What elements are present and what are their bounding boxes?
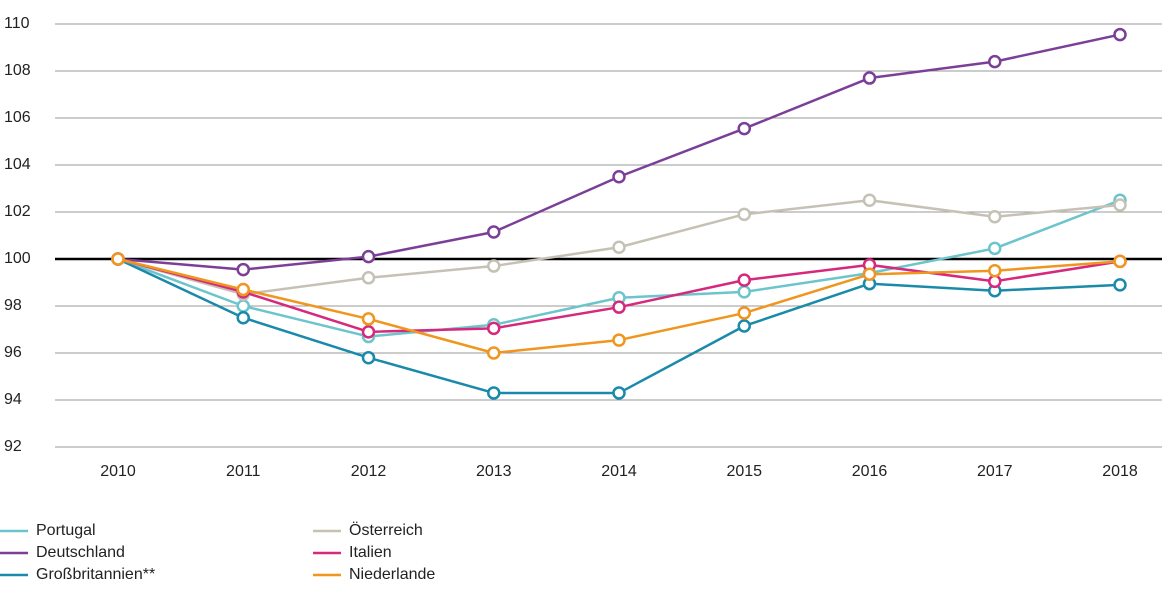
- data-point: [487, 225, 501, 239]
- y-tick-label: 96: [4, 344, 22, 361]
- data-point: [612, 333, 626, 347]
- x-tick-label: 2010: [100, 463, 136, 480]
- x-tick-label: 2015: [726, 463, 762, 480]
- data-point: [236, 262, 250, 277]
- data-point: [612, 386, 626, 400]
- data-point: [361, 350, 376, 365]
- data-point: [1113, 254, 1127, 269]
- data-point: [236, 282, 250, 297]
- data-point: [737, 273, 751, 287]
- data-point: [1113, 198, 1127, 212]
- x-tick-label: 2018: [1102, 463, 1138, 480]
- data-point: [988, 264, 1002, 278]
- legend-label: Niederlande: [349, 566, 435, 583]
- y-tick-label: 98: [4, 297, 22, 314]
- x-tick-label: 2013: [476, 463, 512, 480]
- y-tick-label: 100: [4, 250, 31, 267]
- data-point: [361, 271, 376, 285]
- legend-label: Großbritannien**: [36, 566, 155, 583]
- legend-label: Deutschland: [36, 544, 125, 561]
- x-tick-label: 2012: [351, 463, 387, 480]
- data-point: [487, 386, 501, 400]
- y-tick-label: 108: [4, 62, 31, 79]
- data-point: [361, 325, 376, 339]
- y-tick-label: 104: [4, 156, 31, 173]
- data-point: [988, 54, 1002, 69]
- data-point: [612, 240, 626, 254]
- data-point: [862, 71, 877, 85]
- data-point: [737, 306, 751, 320]
- y-tick-label: 94: [4, 391, 22, 408]
- legend-label: Portugal: [36, 522, 96, 539]
- legend-label: Italien: [349, 544, 392, 561]
- data-point: [862, 193, 877, 207]
- x-tick-label: 2011: [226, 463, 261, 480]
- data-point: [487, 321, 501, 336]
- data-point: [988, 209, 1002, 224]
- data-point: [612, 300, 626, 314]
- x-tick-label: 2014: [601, 463, 637, 480]
- x-tick-label: 2016: [852, 463, 888, 480]
- data-point: [737, 207, 751, 222]
- data-point: [361, 249, 376, 264]
- series-line: [117, 33, 1121, 271]
- series-line: [117, 199, 1121, 338]
- data-point: [737, 319, 751, 333]
- data-point: [487, 346, 501, 360]
- y-tick-label: 92: [4, 438, 22, 455]
- data-point: [1113, 278, 1127, 292]
- data-point: [236, 299, 250, 313]
- data-point: [862, 267, 877, 282]
- data-point: [988, 241, 1002, 256]
- data-point: [236, 311, 250, 325]
- data-point: [361, 312, 376, 326]
- data-point: [487, 259, 501, 273]
- data-point: [111, 252, 125, 266]
- data-point: [1113, 27, 1127, 42]
- data-point: [737, 285, 751, 299]
- data-point: [612, 170, 626, 184]
- x-tick-label: 2017: [977, 463, 1013, 480]
- y-tick-label: 102: [4, 203, 31, 220]
- y-tick-label: 110: [4, 15, 30, 32]
- y-tick-label: 106: [4, 109, 31, 126]
- data-point: [737, 121, 751, 136]
- legend-label: Österreich: [349, 521, 423, 539]
